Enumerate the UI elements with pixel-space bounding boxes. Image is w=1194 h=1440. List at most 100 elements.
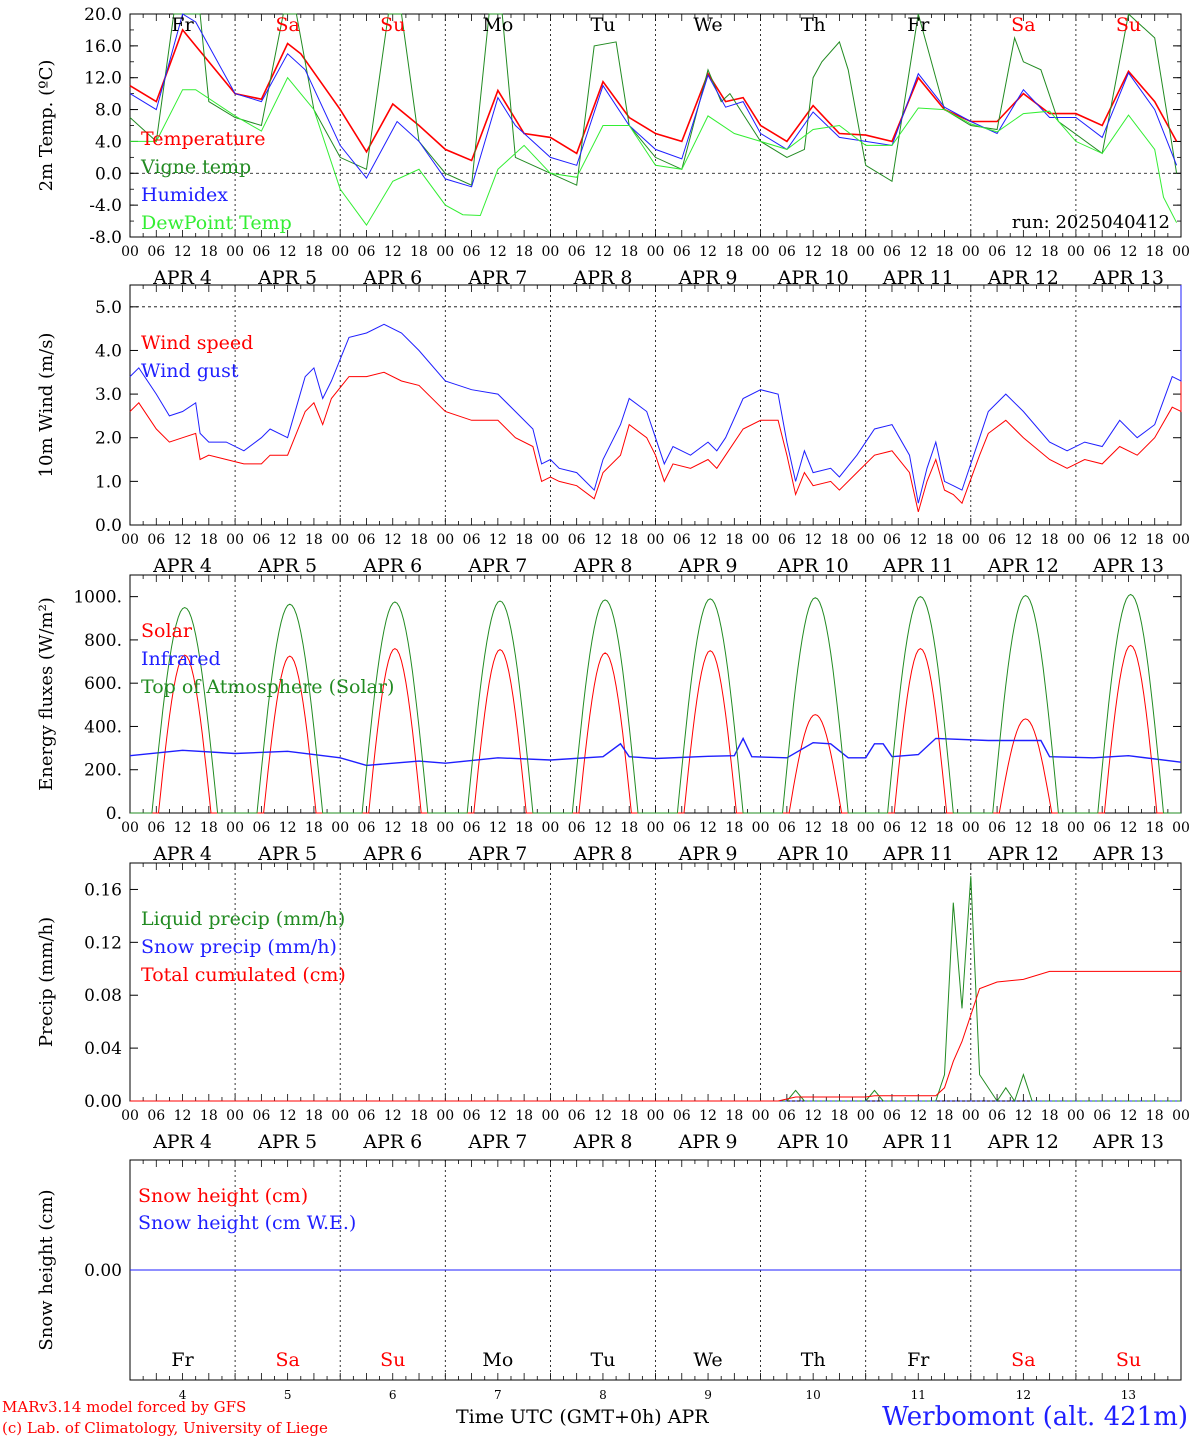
- legend-entry: Total cumulated (cm): [141, 964, 346, 986]
- hour-tick-label: 06: [1093, 1108, 1111, 1124]
- hour-tick-label: 00: [121, 532, 139, 548]
- y-tick-label: 800.: [84, 631, 122, 651]
- hour-tick-label: 12: [699, 244, 717, 260]
- hour-tick-label: 06: [568, 244, 586, 260]
- hour-tick-label: 06: [463, 820, 481, 836]
- hour-tick-label: 06: [988, 532, 1006, 548]
- day-label: APR 13: [1092, 843, 1164, 865]
- hour-tick-label: 00: [331, 1108, 349, 1124]
- hour-tick-label: 06: [358, 532, 376, 548]
- hour-tick-label: 00: [647, 820, 665, 836]
- day-label: APR 13: [1092, 267, 1164, 289]
- hour-tick-label: 12: [174, 532, 192, 548]
- hour-tick-label: 00: [541, 1108, 559, 1124]
- weekday-label-top: Mo: [482, 14, 513, 36]
- hour-tick-label: 18: [620, 244, 638, 260]
- hour-tick-label: 00: [752, 244, 770, 260]
- weekday-label-bottom: Mo: [482, 1349, 513, 1371]
- hour-tick-label: 12: [1120, 820, 1138, 836]
- day-label: APR 8: [572, 555, 632, 577]
- day-label: APR 6: [362, 843, 422, 865]
- hour-tick-label: 12: [279, 244, 297, 260]
- hour-tick-label: 18: [515, 532, 533, 548]
- hour-tick-label: 18: [515, 1108, 533, 1124]
- hour-tick-label: 00: [226, 244, 244, 260]
- y-axis-label: 2m Temp. (ºC): [36, 60, 57, 192]
- legend-entry: Top of Atmosphere (Solar): [141, 676, 394, 698]
- day-label: APR 5: [257, 555, 317, 577]
- hour-tick-label: 00: [857, 244, 875, 260]
- day-label: APR 5: [257, 267, 317, 289]
- hour-tick-label: 18: [936, 244, 954, 260]
- panel-1: [129, 13, 1182, 238]
- day-label: APR 9: [678, 555, 738, 577]
- hour-tick-label: 00: [121, 244, 139, 260]
- hour-tick-label: 00: [121, 820, 139, 836]
- hour-tick-label: 00: [962, 244, 980, 260]
- y-tick-label: 0.0: [95, 516, 122, 536]
- hour-tick-label: 18: [200, 820, 218, 836]
- day-number-label: 8: [599, 1388, 607, 1402]
- series-line: [130, 876, 1181, 1103]
- day-label: APR 7: [467, 267, 527, 289]
- day-label: APR 10: [777, 267, 849, 289]
- legend-entry: Humidex: [141, 184, 228, 206]
- day-label: APR 13: [1092, 1131, 1164, 1153]
- hour-tick-label: 12: [1014, 820, 1032, 836]
- hour-tick-label: 06: [147, 532, 165, 548]
- y-tick-label: 400.: [84, 717, 122, 737]
- hour-tick-label: 12: [594, 532, 612, 548]
- y-tick-label: 5.0: [95, 298, 122, 318]
- hour-tick-label: 06: [988, 820, 1006, 836]
- hour-tick-label: 06: [147, 1108, 165, 1124]
- day-number-label: 13: [1121, 1388, 1136, 1402]
- day-label: APR 10: [777, 555, 849, 577]
- day-number-label: 5: [284, 1388, 292, 1402]
- day-label: APR 11: [882, 843, 954, 865]
- series-line: [129, 736, 1182, 767]
- hour-tick-label: 00: [1067, 1108, 1085, 1124]
- y-tick-label: 600.: [84, 674, 122, 694]
- hour-tick-label: 12: [909, 820, 927, 836]
- y-axis-label: 10m Wind (m/s): [36, 333, 57, 478]
- y-tick-label: 0.00: [84, 1261, 122, 1281]
- hour-tick-label: 12: [279, 532, 297, 548]
- y-tick-label: 4.0: [95, 341, 122, 361]
- day-label: APR 10: [777, 1131, 849, 1153]
- hour-tick-label: 18: [936, 532, 954, 548]
- y-tick-label: 0.12: [84, 933, 122, 953]
- day-label: APR 6: [362, 555, 422, 577]
- hour-tick-label: 18: [1146, 532, 1164, 548]
- day-label: APR 4: [152, 1131, 212, 1153]
- day-label: APR 11: [882, 555, 954, 577]
- hour-tick-label: 00: [226, 532, 244, 548]
- hour-tick-label: 18: [410, 820, 428, 836]
- hour-tick-label: 12: [804, 532, 822, 548]
- y-tick-label: 0.04: [84, 1039, 122, 1059]
- y-tick-label: 20.0: [84, 5, 122, 25]
- y-tick-label: -4.0: [89, 196, 122, 216]
- hour-tick-label: 18: [1146, 820, 1164, 836]
- hour-tick-label: 18: [305, 244, 323, 260]
- weekday-label-bottom: We: [693, 1349, 722, 1371]
- legend-entry: Wind gust: [141, 360, 239, 382]
- hour-tick-label: 06: [883, 820, 901, 836]
- hour-tick-label: 12: [489, 532, 507, 548]
- series-line: [130, 593, 1181, 814]
- day-number-label: 9: [704, 1388, 712, 1402]
- hour-tick-label: 00: [1067, 820, 1085, 836]
- day-label: APR 12: [987, 555, 1059, 577]
- hour-tick-label: 18: [515, 820, 533, 836]
- hour-tick-label: 00: [647, 532, 665, 548]
- hour-tick-label: 12: [1014, 532, 1032, 548]
- y-tick-label: 2.0: [95, 429, 122, 449]
- hour-tick-label: 06: [778, 244, 796, 260]
- hour-tick-label: 00: [121, 1108, 139, 1124]
- hour-tick-label: 12: [594, 244, 612, 260]
- hour-tick-label: 12: [1120, 1108, 1138, 1124]
- hour-tick-label: 00: [857, 820, 875, 836]
- hour-tick-label: 06: [252, 820, 270, 836]
- day-label: APR 12: [987, 267, 1059, 289]
- hour-tick-label: 06: [252, 532, 270, 548]
- time-axis-label: Time UTC (GMT+0h) APR: [456, 1406, 709, 1428]
